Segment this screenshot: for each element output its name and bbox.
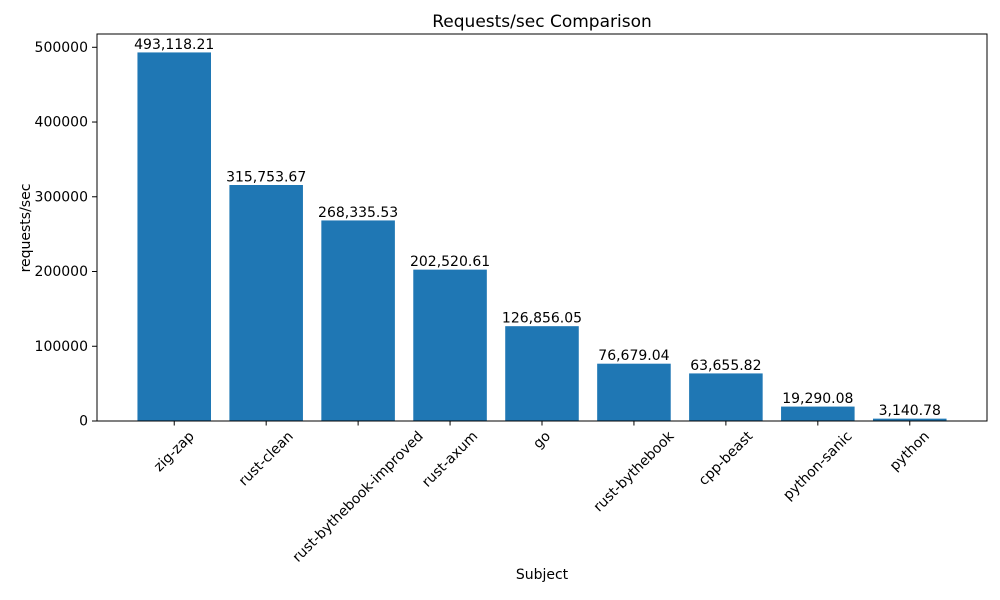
x-tick-label: python bbox=[887, 428, 933, 474]
y-tick-label: 0 bbox=[79, 414, 88, 430]
x-tick-label: rust-clean bbox=[236, 428, 297, 489]
plot-area: 0 100000 200000 300000 400000 500000 493,118.2… bbox=[35, 33, 988, 566]
bar-value-label: 76,679.04 bbox=[598, 348, 669, 364]
bar-value-label: 126,856.05 bbox=[502, 311, 582, 327]
x-tick-label: rust-bythebook bbox=[591, 428, 678, 515]
x-tick-label: go bbox=[530, 428, 554, 452]
x-tick-label: zig-zap bbox=[151, 428, 198, 475]
bar-python-sanic bbox=[781, 406, 855, 421]
bar-rust-clean bbox=[229, 185, 303, 421]
bar-go bbox=[505, 326, 579, 421]
bar-value-label: 19,290.08 bbox=[782, 391, 853, 407]
bar-rust-bythebook-improved bbox=[321, 220, 395, 421]
x-axis-title: Subject bbox=[516, 567, 569, 583]
chart-title: Requests/sec Comparison bbox=[432, 12, 652, 32]
bar-zig-zap bbox=[137, 52, 211, 422]
bar-rust-bythebook bbox=[597, 363, 671, 421]
bar-value-label: 268,335.53 bbox=[318, 205, 398, 221]
x-tick-label: rust-bythebook-improved bbox=[290, 428, 427, 565]
bar-cpp-beast bbox=[689, 373, 763, 421]
y-tick-label: 400000 bbox=[35, 115, 88, 131]
x-tick-label: rust-axum bbox=[419, 428, 481, 490]
bar-value-label: 202,520.61 bbox=[410, 254, 490, 270]
y-tick-label: 200000 bbox=[35, 264, 88, 280]
bar-value-label: 493,118.21 bbox=[134, 37, 214, 53]
y-tick-label: 300000 bbox=[35, 189, 88, 205]
bar-value-label: 3,140.78 bbox=[879, 403, 941, 419]
bar-rust-axum bbox=[413, 269, 487, 421]
y-tick-label: 100000 bbox=[35, 339, 88, 355]
x-tick-label: cpp-beast bbox=[696, 428, 757, 489]
bar-value-label: 63,655.82 bbox=[690, 358, 761, 374]
bar-value-label: 315,753.67 bbox=[226, 170, 306, 186]
bar-python bbox=[872, 418, 947, 421]
x-tick-label: python-sanic bbox=[780, 428, 855, 503]
y-tick-label: 500000 bbox=[35, 40, 88, 56]
y-axis-title: requests/sec bbox=[18, 184, 34, 273]
